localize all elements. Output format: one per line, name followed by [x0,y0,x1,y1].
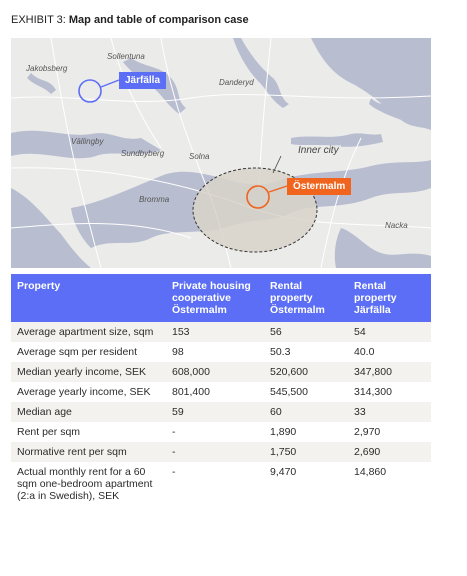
table-cell: Median yearly income, SEK [11,362,166,382]
table-cell: 9,470 [264,462,348,506]
table-cell: 56 [264,322,348,342]
table-cell: Average apartment size, sqm [11,322,166,342]
table-cell: Normative rent per sqm [11,442,166,462]
inner-city-label: Inner city [296,145,341,156]
jarfalla-marker-icon [78,79,102,103]
table-row: Average yearly income, SEK 801,400 545,5… [11,382,431,402]
table-cell: Average sqm per resident [11,342,166,362]
header-rental-ostermalm: Rental property Östermalm [264,274,348,322]
table-cell: 520,600 [264,362,348,382]
place-danderyd: Danderyd [219,78,254,87]
place-jakobsberg: Jakobsberg [26,64,68,73]
place-nacka: Nacka [385,221,408,230]
table-row: Normative rent per sqm - 1,750 2,690 [11,442,431,462]
table-cell: - [166,422,264,442]
table-cell: - [166,442,264,462]
table-row: Median yearly income, SEK 608,000 520,60… [11,362,431,382]
header-rental-jarfalla: Rental property Järfälla [348,274,431,322]
table-cell: 153 [166,322,264,342]
table-cell: 2,690 [348,442,431,462]
header-property: Property [11,274,166,322]
exhibit-caption: EXHIBIT 3: Map and table of comparison c… [11,14,249,26]
table-cell: Median age [11,402,166,422]
table-cell: 54 [348,322,431,342]
header-private-coop-ostermalm: Private housing cooperative Östermalm [166,274,264,322]
table-cell: 1,750 [264,442,348,462]
table-cell: 1,890 [264,422,348,442]
jarfalla-connector [100,79,120,88]
comparison-table: Property Private housing cooperative Öst… [11,274,431,506]
place-vallingby: Vällingby [71,137,104,146]
table-cell: - [166,462,264,506]
table-cell: 545,500 [264,382,348,402]
exhibit-title: Map and table of comparison case [68,14,249,26]
table-cell: 40.0 [348,342,431,362]
table-cell: Actual monthly rent for a 60 sqm one-bed… [11,462,166,506]
table-cell: 60 [264,402,348,422]
table-cell: 801,400 [166,382,264,402]
table-cell: 2,970 [348,422,431,442]
place-sollentuna: Sollentuna [107,52,145,61]
table-cell: 98 [166,342,264,362]
jarfalla-label: Järfälla [119,72,167,89]
table-header-row: Property Private housing cooperative Öst… [11,274,431,322]
table-cell: 50.3 [264,342,348,362]
table-row: Average sqm per resident 98 50.3 40.0 [11,342,431,362]
ostermalm-label: Östermalm [287,178,352,195]
table-row: Median age 59 60 33 [11,402,431,422]
table-cell: Rent per sqm [11,422,166,442]
table-cell: 314,300 [348,382,431,402]
stockholm-map: Sollentuna Jakobsberg Danderyd Vällingby… [11,38,431,268]
table-cell: Average yearly income, SEK [11,382,166,402]
table-cell: 59 [166,402,264,422]
place-bromma: Bromma [139,195,170,204]
map-graphic [11,38,431,268]
table-cell: 608,000 [166,362,264,382]
table-cell: 33 [348,402,431,422]
table-row: Average apartment size, sqm 153 56 54 [11,322,431,342]
inner-city-leader-line [272,155,282,174]
place-solna: Solna [189,152,210,161]
table-row: Rent per sqm - 1,890 2,970 [11,422,431,442]
ostermalm-marker-icon [246,185,270,209]
table-row: Actual monthly rent for a 60 sqm one-bed… [11,462,431,506]
exhibit-prefix: EXHIBIT 3: [11,14,66,26]
place-sundbyberg: Sundbyberg [121,149,165,158]
table-cell: 14,860 [348,462,431,506]
inner-city-area [192,167,318,253]
ostermalm-connector [268,185,288,193]
map-roads [11,38,431,268]
table-cell: 347,800 [348,362,431,382]
